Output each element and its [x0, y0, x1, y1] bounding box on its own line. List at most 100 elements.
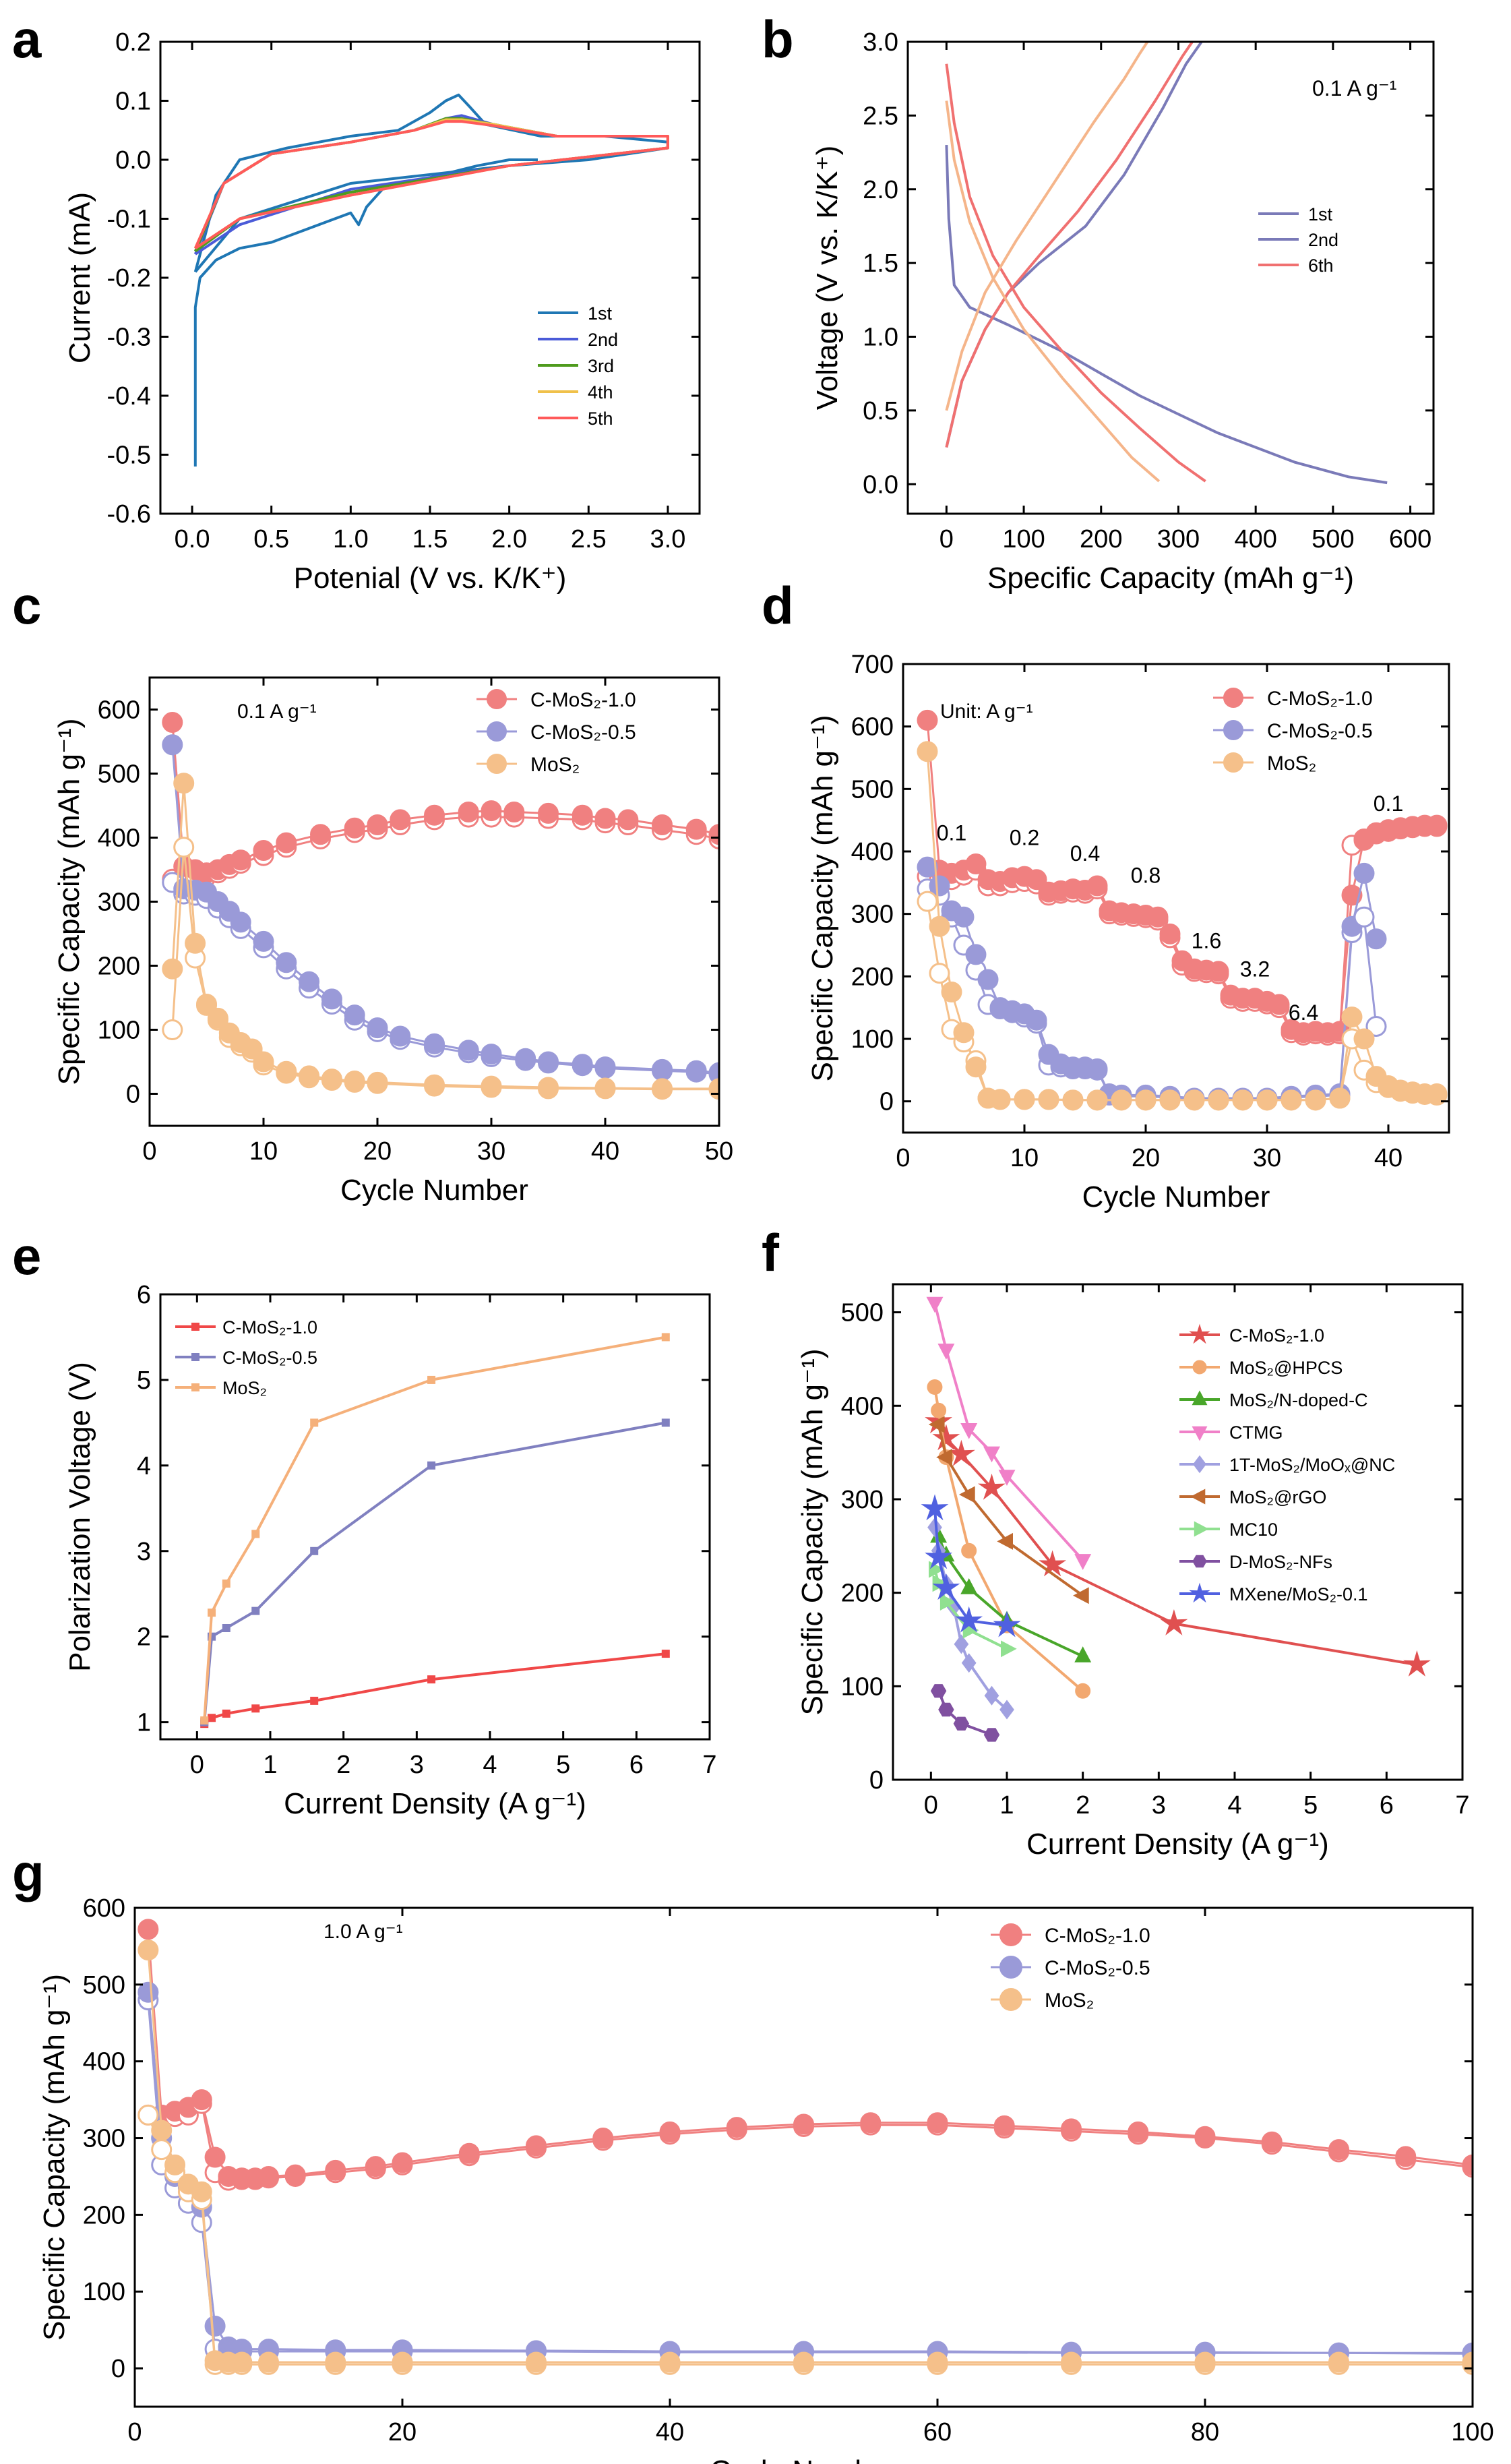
y-tick-label: 400	[841, 1392, 884, 1420]
x-tick-label: 4	[1227, 1791, 1241, 1820]
data-point-discharge	[1426, 1083, 1448, 1105]
data-point-discharge	[367, 1017, 388, 1039]
panel-label: d	[762, 576, 794, 635]
data-layer	[200, 1333, 670, 1729]
data-point	[983, 1728, 1000, 1742]
y-tick-label: 1.0	[863, 324, 898, 352]
legend-label: MoS₂	[222, 1378, 267, 1398]
data-point-discharge	[458, 802, 479, 822]
y-tick-label: 100	[841, 1673, 884, 1701]
data-point-discharge	[137, 1919, 159, 1940]
data-point-discharge	[1159, 923, 1181, 944]
panel-b: b 0 100 200 300 400 500 600 0.0 0.5 1.0 1.5 2.0 2.5 3.…	[762, 9, 1435, 595]
x-tick-label: 1.0	[333, 525, 369, 553]
x-tick-label: 3	[410, 1751, 424, 1779]
data-point-discharge	[594, 808, 616, 829]
legend-marker	[1223, 752, 1243, 773]
data-point-discharge	[594, 1077, 616, 1099]
legend-label: C-MoS₂-0.5	[530, 721, 636, 744]
y-tick-label: 0	[126, 1081, 140, 1109]
data-point-charge	[162, 1019, 183, 1040]
y-tick-label: 2	[137, 1623, 151, 1652]
x-tick-label: 2.0	[491, 525, 527, 553]
data-point	[955, 1606, 983, 1633]
data-point-discharge	[929, 875, 950, 897]
rate-label: 0.2	[1010, 826, 1039, 850]
data-point	[960, 1423, 978, 1439]
legend-marker	[999, 1956, 1022, 1979]
data-point-discharge	[458, 2142, 480, 2164]
plot-frame	[159, 1293, 711, 1741]
x-tick-label: 80	[1191, 2418, 1219, 2446]
y-tick-label: 200	[841, 1580, 884, 1608]
data-point-discharge	[1086, 875, 1108, 897]
data-point-discharge	[137, 1981, 159, 2003]
x-tick-label: 0.0	[175, 525, 210, 553]
data-point-discharge	[481, 800, 502, 822]
x-tick-label: 20	[363, 1137, 392, 1166]
series-line	[937, 1690, 993, 1737]
data-point-discharge	[367, 814, 388, 835]
legend-label: 6th	[1308, 256, 1334, 276]
data-point-discharge	[258, 2351, 279, 2373]
data-point-discharge	[860, 2112, 882, 2134]
data-point-discharge	[1086, 1089, 1108, 1111]
series-line	[933, 1302, 1084, 1561]
x-axis-title: Current Density (A g⁻¹)	[284, 1787, 586, 1820]
legend-label: MoS₂@HPCS	[1229, 1358, 1343, 1378]
data-point-discharge	[538, 802, 559, 824]
y-tick-label: 0.2	[115, 28, 151, 57]
data-point-charge	[151, 2139, 173, 2161]
data-point-discharge	[592, 2128, 614, 2149]
x-tick-label: 200	[1080, 525, 1122, 553]
series-line	[945, 42, 1149, 411]
data-point-discharge	[230, 911, 251, 933]
y-tick-label: 200	[98, 953, 140, 981]
data-point	[930, 1684, 947, 1698]
data-point-discharge	[1194, 2351, 1216, 2373]
x-tick-label: 2	[336, 1751, 350, 1779]
data-point-discharge	[204, 2315, 226, 2337]
data-point-discharge	[321, 1069, 342, 1090]
x-tick-label: 10	[249, 1137, 278, 1166]
data-point	[251, 1606, 260, 1615]
y-tick-label: -0.5	[107, 442, 151, 470]
y-tick-label: 6	[137, 1281, 151, 1309]
x-tick-label: 4	[483, 1751, 497, 1779]
data-point-discharge	[191, 2089, 212, 2111]
data-point	[921, 1494, 949, 1521]
data-point-discharge	[929, 915, 950, 937]
legend-label: D-MoS₂-NFs	[1229, 1552, 1332, 1572]
data-point-discharge	[481, 1075, 502, 1097]
data-point	[961, 1542, 977, 1559]
x-tick-label: 40	[591, 1137, 619, 1166]
data-point	[932, 1424, 960, 1451]
data-point	[251, 1704, 260, 1713]
data-point-discharge	[1026, 1009, 1047, 1031]
data-point-charge	[917, 891, 938, 912]
data-point	[427, 1675, 436, 1684]
y-tick-label: 100	[851, 1025, 894, 1054]
y-tick-label: 3	[137, 1538, 151, 1566]
data-point-discharge	[162, 712, 183, 733]
data-point-discharge	[299, 971, 320, 992]
y-tick-label: -0.1	[107, 206, 151, 234]
data-point-discharge	[1395, 2146, 1417, 2167]
data-point-discharge	[481, 1044, 502, 1065]
panel-e: e 0 1 2 3 4 5 6 7 1 2 3 4 5 6 Current Density (A g⁻¹) Po…	[12, 1226, 717, 1820]
data-point-discharge	[1208, 1089, 1229, 1111]
data-point-discharge	[1147, 906, 1169, 928]
legend-label: C-MoS₂-0.5	[1045, 1957, 1150, 1979]
data-point-discharge	[1061, 2351, 1082, 2373]
x-tick-label: 40	[656, 2418, 684, 2446]
legend-label: C-MoS₂-1.0	[1229, 1325, 1324, 1346]
legend-marker	[487, 754, 507, 774]
x-tick-label: 2.5	[571, 525, 607, 553]
x-tick-label: 0	[127, 2418, 142, 2446]
data-point-discharge	[989, 1089, 1011, 1110]
y-tick-label: 400	[83, 2048, 125, 2076]
data-point-discharge	[1281, 1089, 1302, 1111]
data-point-discharge	[1135, 1089, 1157, 1111]
